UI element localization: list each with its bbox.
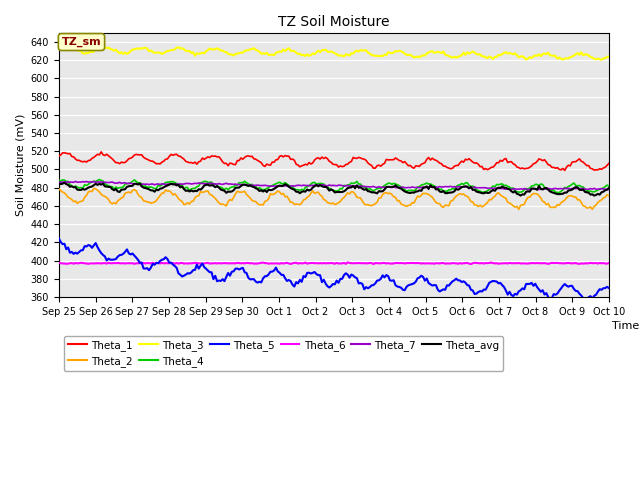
Theta_5	[518, 286, 526, 291]
Theta_3	[598, 57, 605, 63]
Theta_avg	[556, 191, 563, 197]
Theta_7	[605, 187, 612, 192]
Line: Theta_2: Theta_2	[59, 188, 609, 209]
Theta_7	[384, 184, 392, 190]
Theta_6	[557, 260, 565, 266]
Theta_3	[556, 55, 563, 60]
Theta_4	[95, 177, 103, 182]
Theta_4	[557, 189, 565, 194]
Theta_5	[57, 239, 65, 245]
Theta_7	[394, 184, 401, 190]
Line: Theta_avg: Theta_avg	[59, 183, 609, 195]
Theta_1	[384, 157, 392, 163]
Theta_4	[57, 178, 65, 184]
X-axis label: Time: Time	[612, 321, 639, 331]
Theta_1	[561, 168, 568, 173]
Theta_3	[66, 43, 74, 48]
Theta_6	[384, 260, 392, 266]
Theta_5	[383, 272, 390, 278]
Theta_2	[90, 185, 98, 191]
Theta_avg	[383, 184, 390, 190]
Theta_avg	[55, 181, 63, 187]
Line: Theta_4: Theta_4	[59, 180, 609, 192]
Theta_4	[394, 182, 401, 188]
Theta_2	[605, 193, 612, 199]
Theta_avg	[394, 184, 401, 190]
Theta_7	[557, 186, 565, 192]
Theta_avg	[605, 185, 612, 191]
Theta_5	[55, 236, 63, 241]
Theta_6	[57, 260, 65, 266]
Theta_2	[384, 191, 392, 196]
Theta_4	[520, 187, 528, 192]
Line: Theta_3: Theta_3	[59, 46, 609, 60]
Theta_4	[383, 181, 390, 187]
Text: TZ_sm: TZ_sm	[61, 37, 101, 47]
Theta_5	[605, 285, 612, 291]
Theta_6	[394, 260, 401, 266]
Theta_7	[520, 186, 528, 192]
Theta_avg	[384, 184, 392, 190]
Theta_4	[605, 183, 612, 189]
Theta_5	[554, 291, 561, 297]
Theta_5	[392, 282, 399, 288]
Theta_5	[381, 275, 388, 280]
Line: Theta_1: Theta_1	[59, 152, 609, 170]
Theta_3	[394, 48, 401, 54]
Theta_avg	[590, 192, 598, 198]
Theta_2	[557, 200, 565, 205]
Theta_1	[605, 160, 612, 166]
Theta_2	[55, 186, 63, 192]
Theta_7	[90, 179, 98, 184]
Theta_7	[55, 180, 63, 185]
Theta_6	[605, 260, 612, 266]
Theta_2	[515, 206, 523, 212]
Theta_2	[522, 197, 530, 203]
Theta_2	[57, 188, 65, 193]
Line: Theta_7: Theta_7	[59, 181, 609, 190]
Theta_avg	[61, 180, 68, 186]
Theta_1	[55, 153, 63, 159]
Theta_6	[522, 261, 530, 266]
Theta_6	[383, 261, 390, 266]
Theta_4	[556, 190, 563, 195]
Theta_7	[57, 180, 65, 185]
Theta_2	[394, 198, 401, 204]
Theta_3	[57, 46, 65, 51]
Theta_1	[57, 152, 65, 158]
Theta_4	[384, 180, 392, 186]
Theta_3	[384, 49, 392, 55]
Theta_3	[520, 55, 528, 60]
Legend: Theta_1, Theta_2, Theta_3, Theta_4, Theta_5, Theta_6, Theta_7, Theta_avg: Theta_1, Theta_2, Theta_3, Theta_4, Thet…	[64, 336, 504, 371]
Theta_2	[383, 190, 390, 195]
Theta_1	[394, 156, 401, 162]
Theta_3	[605, 53, 612, 59]
Theta_3	[55, 46, 63, 52]
Theta_6	[467, 261, 475, 267]
Y-axis label: Soil Moisture (mV): Soil Moisture (mV)	[15, 114, 25, 216]
Theta_4	[55, 177, 63, 183]
Line: Theta_5: Theta_5	[59, 239, 609, 300]
Theta_1	[520, 166, 528, 172]
Theta_1	[383, 156, 390, 162]
Theta_7	[383, 185, 390, 191]
Line: Theta_6: Theta_6	[59, 263, 609, 264]
Theta_avg	[57, 181, 65, 187]
Theta_7	[524, 187, 532, 192]
Title: TZ Soil Moisture: TZ Soil Moisture	[278, 15, 390, 29]
Theta_avg	[520, 192, 528, 197]
Theta_6	[55, 260, 63, 265]
Theta_1	[556, 167, 563, 172]
Theta_5	[583, 297, 591, 303]
Theta_6	[344, 260, 351, 265]
Theta_3	[383, 52, 390, 58]
Theta_1	[97, 149, 105, 155]
